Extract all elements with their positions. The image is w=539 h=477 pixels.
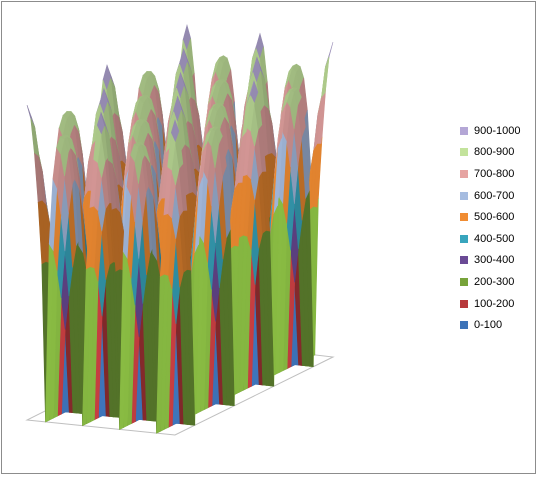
legend-label: 700-800	[474, 167, 515, 180]
legend-entry-900-1000: 900-1000	[460, 120, 536, 142]
legend-entry-200-300: 200-300	[460, 271, 536, 293]
legend-label: 100-200	[474, 297, 515, 310]
legend-label: 800-900	[474, 146, 515, 159]
legend-swatch	[460, 169, 468, 178]
legend-swatch	[460, 299, 468, 308]
legend-label: 400-500	[474, 232, 515, 245]
surface-facet	[26, 104, 35, 128]
surface-facet	[30, 118, 39, 158]
surface-mesh	[26, 23, 334, 434]
surface-facet	[170, 119, 180, 142]
legend-swatch	[460, 321, 468, 330]
surface-plot	[25, 23, 335, 436]
surface-facet	[320, 56, 330, 100]
legend-label: 0-100	[474, 319, 503, 332]
legend-swatch	[460, 256, 468, 265]
legend-swatch	[460, 277, 468, 286]
legend-label: 900-1000	[474, 124, 521, 137]
legend-entry-500-600: 500-600	[460, 206, 536, 228]
legend-entry-300-400: 300-400	[460, 250, 536, 272]
legend-label: 500-600	[474, 211, 515, 224]
legend-label: 600-700	[474, 189, 515, 202]
legend-swatch	[460, 213, 468, 222]
legend-entry-700-800: 700-800	[460, 163, 536, 185]
legend: 900-1000 800-900 700-800 600-700 500-600…	[460, 120, 536, 336]
legend-entry-100-200: 100-200	[460, 293, 536, 315]
legend-entry-400-500: 400-500	[460, 228, 536, 250]
legend-entry-600-700: 600-700	[460, 185, 536, 207]
legend-label: 300-400	[474, 254, 515, 267]
legend-swatch	[460, 126, 468, 135]
legend-swatch	[460, 148, 468, 157]
legend-label: 200-300	[474, 275, 515, 288]
legend-swatch	[460, 191, 468, 200]
legend-swatch	[460, 234, 468, 243]
legend-entry-800-900: 800-900	[460, 142, 536, 164]
legend-entry-0-100: 0-100	[460, 314, 536, 336]
